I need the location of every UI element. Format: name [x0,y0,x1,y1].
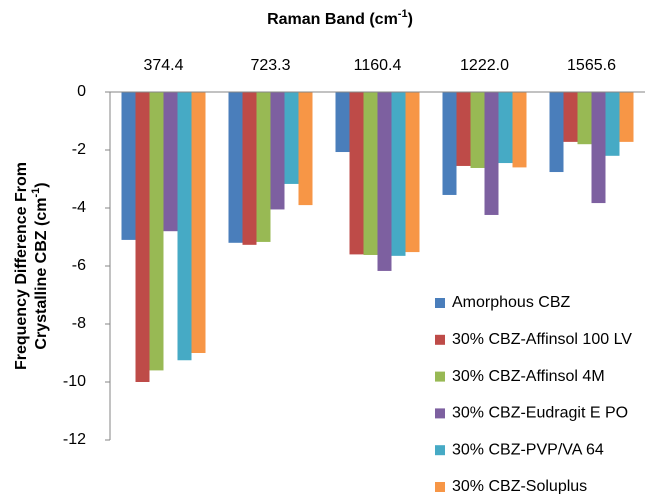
bar [149,92,164,371]
bar [270,92,285,210]
y-tick-label: -6 [72,257,86,274]
legend-label: 30% CBZ-Affinsol 100 LV [452,331,632,348]
bar [335,92,350,153]
y-axis-title-line: Crystalline CBZ (cm-1) [30,182,50,349]
bar [163,92,178,232]
y-tick-label: -8 [72,315,86,332]
x-tick-label: 723.3 [250,57,290,74]
bar [363,92,378,255]
legend-swatch [435,445,445,456]
bar [577,92,592,145]
bar [121,92,136,240]
legend-label: 30% CBZ-Affinsol 4M [452,368,605,385]
bar [456,92,471,166]
y-tick-label: 0 [77,83,86,100]
y-tick-label: -2 [72,141,86,158]
legend-label: 30% CBZ-Eudragit E PO [452,405,628,422]
bar [135,92,150,382]
bar [470,92,485,168]
bar [591,92,606,204]
legend-label: Amorphous CBZ [452,294,570,311]
legend-swatch [435,298,445,308]
x-tick-label: 1565.6 [567,57,616,74]
bar [177,92,192,361]
bar [284,92,299,184]
legend-swatch [435,482,445,492]
bar [377,92,392,271]
bar [498,92,513,164]
bar [242,92,257,245]
bar [549,92,564,173]
bar [256,92,271,242]
legend-label: 30% CBZ-PVP/VA 64 [452,441,604,458]
legend-swatch [435,334,445,345]
bar [298,92,313,206]
legend-label: 30% CBZ-Soluplus [452,478,587,494]
y-axis-title: Frequency Difference From Crystalline CB… [13,162,50,370]
bar [228,92,243,243]
bar [619,92,634,142]
x-axis-title: Raman Band (cm-1) [267,8,413,28]
bar [391,92,406,256]
bar [442,92,457,195]
y-tick-label: -4 [72,199,86,216]
bar [405,92,420,253]
legend-swatch [435,371,445,382]
bar [484,92,499,215]
y-tick-label: -10 [63,373,86,390]
bar [605,92,620,156]
x-tick-label: 1160.4 [354,57,402,74]
bar [563,92,578,142]
legend-swatch [435,408,445,419]
x-tick-label: 1222.0 [460,57,509,74]
y-axis-title-line: Frequency Difference From [13,162,30,370]
y-tick-label: -12 [63,431,86,448]
bar [512,92,527,168]
x-tick-label: 374.4 [143,57,183,74]
bar [191,92,206,353]
bar [349,92,364,255]
